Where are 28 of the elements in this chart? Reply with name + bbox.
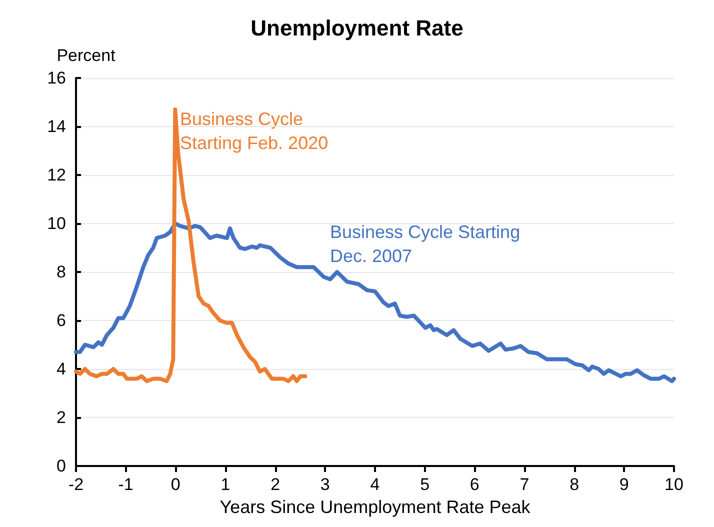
x-tick-label: 2 (270, 475, 280, 494)
series-label: Business Cycle Starting Dec. 2007 (330, 222, 526, 266)
chart-title: Unemployment Rate (250, 16, 464, 40)
x-tick-label: 0 (170, 475, 180, 494)
y-tick-label: 4 (56, 360, 66, 378)
x-tick-label: 7 (520, 475, 530, 494)
x-tick-label: 9 (619, 475, 629, 494)
y-tick-label: 8 (56, 262, 66, 282)
x-tick-label: 10 (664, 475, 684, 494)
y-tick-label: 0 (56, 456, 66, 476)
x-axis-title: Years Since Unemployment Rate Peak (220, 497, 532, 517)
y-tick-label: 14 (47, 117, 66, 136)
series-label: Business Cycle Starting Feb. 2020 (180, 109, 328, 153)
x-tick-label: 1 (220, 475, 230, 494)
x-tick-label: 6 (470, 475, 480, 494)
x-tick-label: 8 (570, 475, 580, 494)
y-tick-label: 2 (56, 408, 66, 427)
x-tick-label: 5 (420, 475, 430, 494)
y-tick-label: 10 (47, 214, 66, 233)
x-tick-label: -2 (68, 475, 84, 494)
line-series (74, 222, 676, 384)
y-axis-title: Percent (56, 46, 116, 65)
x-tick-label: -1 (118, 475, 134, 494)
x-tick-label: 3 (320, 475, 330, 494)
x-tick-label: 4 (370, 475, 380, 494)
y-tick-label: 16 (47, 68, 66, 88)
y-tick-label: 12 (47, 166, 66, 184)
y-tick-label: 6 (56, 311, 66, 330)
